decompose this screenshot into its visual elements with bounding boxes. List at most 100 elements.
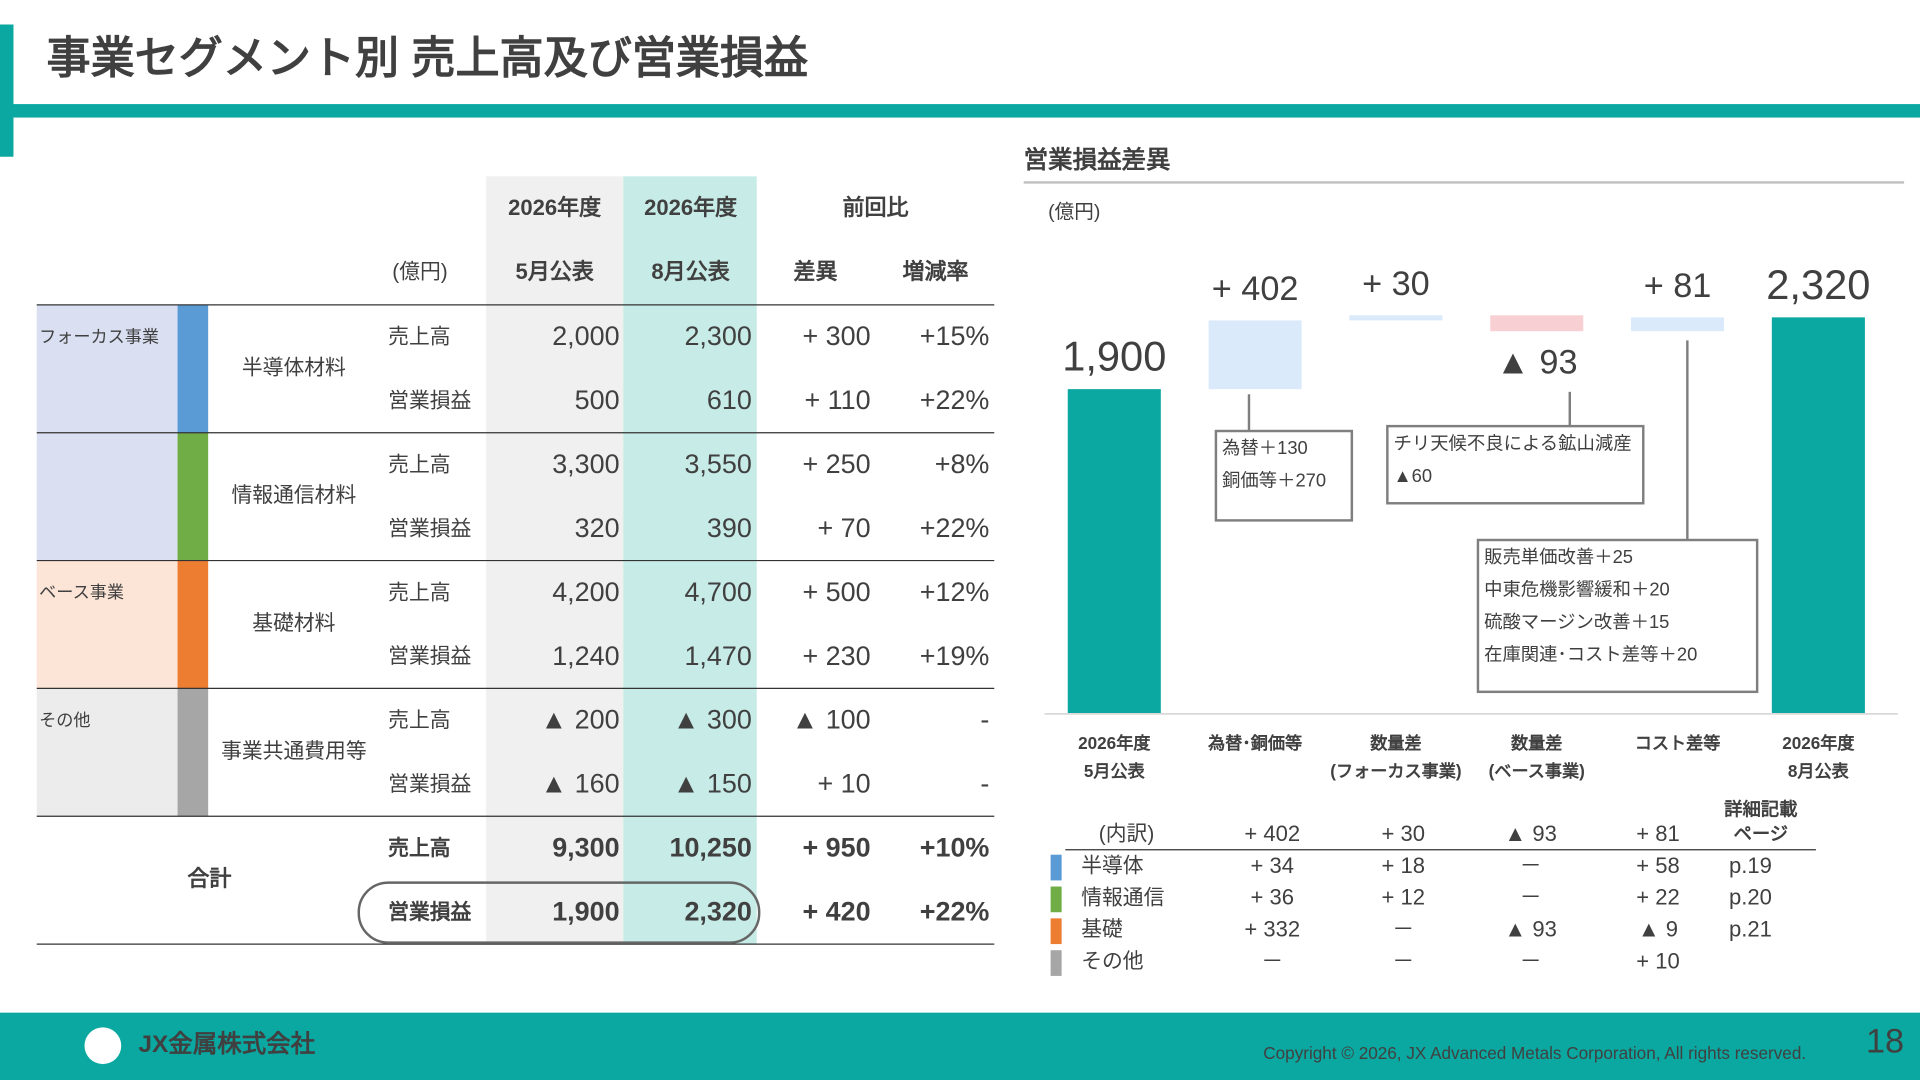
- header-year: 2026年度: [644, 195, 738, 220]
- bar: [1490, 315, 1584, 332]
- bar: [1631, 317, 1725, 332]
- row-item: 売上高: [388, 326, 450, 349]
- category-label: 2026年度: [1782, 733, 1855, 753]
- cell: 3,300: [552, 449, 619, 479]
- cell: 390: [707, 513, 752, 543]
- total-cell: 2,320: [684, 896, 751, 926]
- bar: [1208, 320, 1302, 390]
- cell: +19%: [920, 641, 990, 671]
- bar: [1349, 315, 1443, 321]
- breakdown-value: + 332: [1244, 916, 1300, 941]
- segment-strip: [177, 432, 209, 561]
- row-item: 営業損益: [388, 773, 471, 796]
- callout-box: [1214, 429, 1354, 522]
- breakdown-page: p.19: [1729, 853, 1772, 878]
- cell: +22%: [920, 385, 990, 415]
- segment-strip: [177, 560, 209, 689]
- callout-text: 在庫関連･コスト差等＋20: [1484, 644, 1697, 665]
- cell: +12%: [920, 577, 990, 607]
- segment-name: 事業共通費用等: [221, 740, 367, 763]
- breakdown-value: + 58: [1636, 853, 1680, 878]
- cell: + 230: [802, 641, 870, 671]
- legend-swatch: [1050, 854, 1062, 881]
- cell: + 70: [817, 513, 870, 543]
- row-item: 営業損益: [388, 390, 471, 413]
- row-item: 営業損益: [388, 645, 471, 668]
- chart-title: 営業損益差異: [1024, 145, 1171, 174]
- value-label: + 81: [1644, 267, 1712, 305]
- category-label: 数量差: [1510, 733, 1562, 753]
- header-compare: 前回比: [842, 195, 908, 220]
- breakdown-value: －: [1520, 948, 1542, 973]
- value-label: 1,900: [1062, 333, 1166, 380]
- header-year: 2026年度: [508, 195, 602, 220]
- total-item: 売上高: [388, 837, 450, 860]
- cell: 610: [707, 385, 752, 415]
- legend-swatch: [1050, 950, 1062, 976]
- cell: 1,470: [684, 641, 751, 671]
- logo-text: JX金属株式会社: [138, 1030, 315, 1058]
- legend-swatch: [1050, 918, 1062, 945]
- group-bg: [36, 688, 178, 817]
- cell: 500: [575, 385, 620, 415]
- breakdown-value: + 22: [1636, 885, 1680, 910]
- total-cell: + 420: [802, 896, 870, 926]
- header-column: 8月公表: [651, 259, 730, 284]
- cell: + 10: [817, 769, 870, 799]
- slide-title: 事業セグメント別 売上高及び営業損益: [47, 34, 809, 83]
- callout-text: 販売単価改善＋25: [1484, 546, 1633, 567]
- total-label: 合計: [187, 866, 231, 891]
- cell: 4,200: [552, 577, 619, 607]
- copyright: Copyright © 2026, JX Advanced Metals Cor…: [1263, 1043, 1806, 1063]
- breakdown-value: + 34: [1250, 853, 1294, 878]
- segment-name: 基礎材料: [252, 612, 335, 635]
- breakdown-value: －: [1520, 853, 1542, 878]
- total-item: 営業損益: [388, 900, 471, 924]
- row-item: 売上高: [388, 581, 450, 604]
- cell: -: [980, 769, 989, 799]
- group-bg: [36, 560, 178, 689]
- category-label: 8月公表: [1788, 761, 1850, 781]
- breakdown-value: －: [1392, 916, 1414, 941]
- breakdown-label: (内訳): [1099, 823, 1154, 846]
- bar: [1771, 317, 1865, 714]
- total-cell: +22%: [920, 896, 990, 926]
- page-number: 18: [1866, 1022, 1904, 1060]
- cell: ▲ 300: [673, 705, 752, 735]
- breakdown-value: + 36: [1250, 885, 1294, 910]
- cell: -: [980, 705, 989, 735]
- breakdown-name: 半導体: [1081, 854, 1144, 877]
- row-item: 売上高: [388, 453, 450, 476]
- breakdown-value: + 12: [1382, 885, 1426, 910]
- breakdown-value: －: [1520, 885, 1542, 910]
- value-label: + 30: [1362, 265, 1430, 303]
- logo-mark: [84, 1027, 122, 1065]
- total-cell: 10,250: [669, 833, 751, 863]
- cell: ▲ 200: [541, 705, 620, 735]
- callout-text: 硫酸マージン改善＋15: [1484, 611, 1669, 632]
- segment-strip: [177, 688, 209, 817]
- breakdown-page: p.20: [1729, 885, 1772, 910]
- total-cell: + 950: [802, 833, 870, 863]
- cell: 2,000: [552, 321, 619, 351]
- breakdown-total: + 30: [1382, 821, 1426, 846]
- header-column: 増減率: [902, 259, 968, 284]
- value-label: ▲ 93: [1496, 343, 1578, 381]
- cell: +8%: [935, 449, 990, 479]
- cell: + 300: [802, 321, 870, 351]
- breakdown-name: 情報通信: [1081, 886, 1164, 909]
- legend-swatch: [1050, 886, 1062, 913]
- group-label: ベース事業: [39, 582, 124, 602]
- total-cell: 9,300: [552, 833, 619, 863]
- cell: 320: [575, 513, 620, 543]
- segment-strip: [177, 304, 209, 433]
- breakdown-value: ▲ 9: [1638, 916, 1678, 941]
- segment-name: 半導体材料: [242, 356, 346, 379]
- category-label: (ベース事業): [1489, 761, 1585, 781]
- breakdown-total: + 402: [1244, 821, 1300, 846]
- category-label: 為替･銅価等: [1208, 733, 1302, 753]
- title-rule: [0, 104, 1920, 118]
- group-label: その他: [39, 710, 90, 730]
- group-label: フォーカス事業: [39, 326, 159, 346]
